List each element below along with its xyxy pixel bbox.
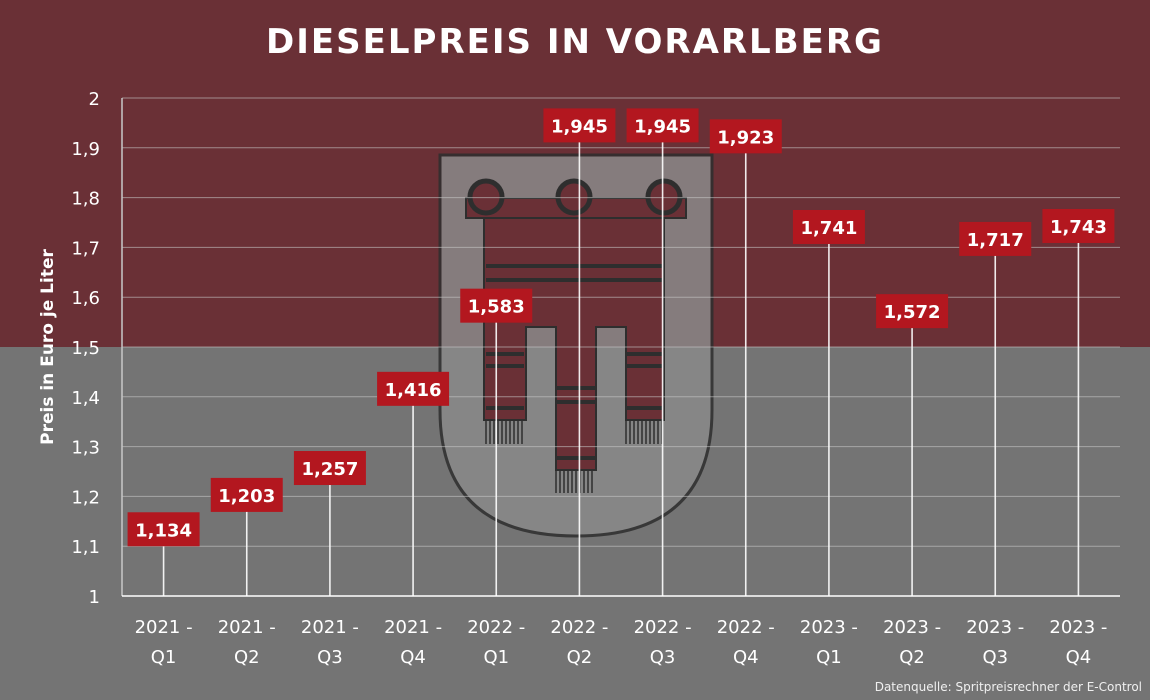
x-tick-label: 2021 - xyxy=(301,617,359,638)
data-label: 1,743 xyxy=(1050,217,1107,238)
data-label-box xyxy=(293,451,366,486)
data-label-box xyxy=(460,288,533,323)
y-tick-label: 1,3 xyxy=(71,438,100,459)
y-tick-label: 1,9 xyxy=(71,139,100,160)
crest-ring xyxy=(467,178,505,216)
x-tick-label: Q2 xyxy=(567,647,593,668)
data-label: 1,203 xyxy=(218,486,275,507)
x-tick-label: Q3 xyxy=(650,647,676,668)
x-tick-label: Q4 xyxy=(400,647,426,668)
data-label-box xyxy=(377,371,450,406)
data-label: 1,923 xyxy=(717,127,774,148)
gridlines xyxy=(121,97,1120,597)
data-label: 1,572 xyxy=(884,302,941,323)
data-stems xyxy=(162,125,1080,596)
chart-title: DIESELPREIS IN VORARLBERG xyxy=(266,22,884,62)
y-tick-label: 2 xyxy=(89,89,100,110)
data-source-note: Datenquelle: Spritpreisrechner der E-Con… xyxy=(874,680,1142,694)
y-tick-label: 1 xyxy=(89,587,100,608)
crest-ring xyxy=(645,178,683,216)
data-label-box xyxy=(543,108,616,143)
data-label: 1,257 xyxy=(301,459,358,480)
x-tick-label: Q1 xyxy=(151,647,177,668)
x-tick-label: Q1 xyxy=(483,647,509,668)
vorarlberg-crest-emblem xyxy=(438,153,714,538)
y-tick-label: 1,4 xyxy=(71,388,100,409)
data-label-box xyxy=(709,119,782,154)
y-axis-label: Preis in Euro je Liter xyxy=(38,249,58,445)
x-tick-label: 2021 - xyxy=(218,617,276,638)
data-label: 1,741 xyxy=(800,218,857,239)
x-tick-label: 2022 - xyxy=(717,617,775,638)
x-tick-label: Q4 xyxy=(1066,647,1092,668)
x-tick-label: 2021 - xyxy=(135,617,193,638)
x-tick-label: 2023 - xyxy=(966,617,1024,638)
x-tick-labels: 2021 - Q1 2021 - Q2 2021 - Q3 2021 - Q4 2022 - Q1… xyxy=(135,617,1108,668)
y-tick-label: 1,5 xyxy=(71,338,100,359)
x-tick-label: 2022 - xyxy=(467,617,525,638)
y-tick-label: 1,2 xyxy=(71,487,100,508)
x-tick-label: 2023 - xyxy=(1049,617,1107,638)
y-tick-label: 1,8 xyxy=(71,189,100,210)
data-label-box xyxy=(792,209,865,244)
data-label: 1,945 xyxy=(634,116,691,137)
data-label-box xyxy=(626,108,699,143)
x-tick-label: 2021 - xyxy=(384,617,442,638)
y-tick-label: 1,1 xyxy=(71,537,100,558)
data-label-box xyxy=(210,477,283,512)
crest-ring xyxy=(555,178,593,216)
x-tick-label: 2022 - xyxy=(550,617,608,638)
data-label: 1,945 xyxy=(551,116,608,137)
x-tick-label: 2023 - xyxy=(883,617,941,638)
x-tick-label: Q2 xyxy=(234,647,260,668)
x-tick-label: Q3 xyxy=(317,647,343,668)
x-tick-label: Q3 xyxy=(982,647,1008,668)
data-label: 1,717 xyxy=(967,230,1024,251)
y-tick-label: 1,6 xyxy=(71,288,100,309)
data-label: 1,134 xyxy=(135,520,192,541)
data-labels: 1,134 1,203 1,257 1,416 1,583 1,945 1,945 1,923… xyxy=(127,108,1115,547)
data-label: 1,416 xyxy=(385,380,442,401)
x-tick-label: Q2 xyxy=(899,647,925,668)
x-tick-label: Q4 xyxy=(733,647,759,668)
data-label: 1,583 xyxy=(468,297,525,318)
x-tick-label: 2023 - xyxy=(800,617,858,638)
x-tick-label: 2022 - xyxy=(634,617,692,638)
data-label-box xyxy=(876,294,949,329)
data-label-box xyxy=(1042,208,1115,243)
y-tick-label: 1,7 xyxy=(71,238,100,259)
y-tick-labels: 1 1,1 1,2 1,3 1,4 1,5 1,6 1,7 1,8 1,9 2 xyxy=(71,89,100,608)
data-label-box xyxy=(127,512,200,547)
x-tick-label: Q1 xyxy=(816,647,842,668)
data-label-box xyxy=(959,221,1032,256)
